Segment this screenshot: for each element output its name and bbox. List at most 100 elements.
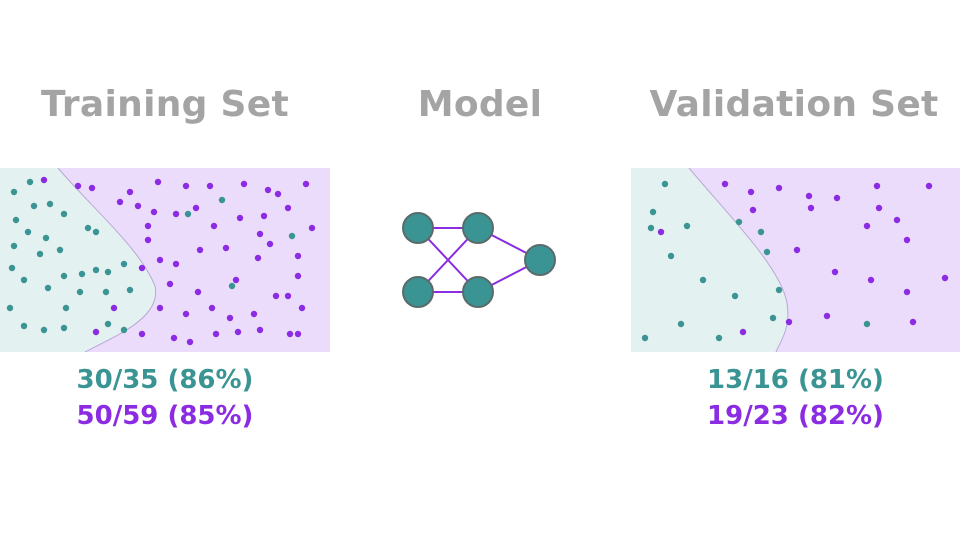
purple-point — [294, 252, 302, 260]
teal-point — [647, 224, 655, 232]
teal-point — [288, 232, 296, 240]
purple-point — [785, 318, 793, 326]
purple-point — [226, 314, 234, 322]
validation-purple-score: 19/23 (82%) — [707, 401, 884, 431]
teal-point — [12, 216, 20, 224]
teal-point — [42, 234, 50, 242]
decision-boundary — [688, 168, 789, 352]
purple-point — [208, 304, 216, 312]
training-scores: 30/35 (86%) 50/59 (85%) — [0, 362, 330, 434]
purple-point — [294, 330, 302, 338]
teal-point — [757, 228, 765, 236]
hidden-node-top — [462, 212, 494, 244]
purple-point — [823, 312, 831, 320]
teal-point — [20, 322, 28, 330]
purple-point — [222, 244, 230, 252]
purple-point — [925, 182, 933, 190]
teal-point — [104, 320, 112, 328]
purple-point — [793, 246, 801, 254]
purple-point — [256, 230, 264, 238]
purple-point — [134, 202, 142, 210]
teal-point — [92, 228, 100, 236]
neural-network-icon — [402, 212, 556, 308]
purple-point — [234, 328, 242, 336]
teal-point — [641, 334, 649, 342]
purple-point — [144, 222, 152, 230]
teal-point — [92, 266, 100, 274]
purple-point — [903, 288, 911, 296]
decision-boundary — [57, 168, 157, 352]
purple-point — [212, 330, 220, 338]
training-scatter-panel — [0, 168, 330, 352]
purple-point — [260, 212, 268, 220]
purple-point — [272, 292, 280, 300]
purple-point — [256, 326, 264, 334]
purple-point — [74, 182, 82, 190]
purple-point — [236, 214, 244, 222]
teal-region — [0, 168, 156, 352]
teal-point — [40, 326, 48, 334]
purple-point — [266, 240, 274, 248]
purple-point — [194, 288, 202, 296]
purple-point — [873, 182, 881, 190]
training-points — [6, 176, 316, 346]
validation-scores: 13/16 (81%) 19/23 (82%) — [631, 362, 960, 434]
purple-point — [172, 260, 180, 268]
teal-point — [735, 218, 743, 226]
purple-point — [298, 304, 306, 312]
training-purple-score: 50/59 (85%) — [76, 401, 254, 431]
teal-point — [863, 320, 871, 328]
purple-point — [138, 330, 146, 338]
purple-point — [274, 190, 282, 198]
purple-point — [182, 310, 190, 318]
teal-point — [683, 222, 691, 230]
purple-point — [88, 184, 96, 192]
validation-points — [641, 180, 949, 342]
input-node-top — [402, 212, 434, 244]
teal-point — [36, 250, 44, 258]
purple-point — [166, 280, 174, 288]
teal-point — [44, 284, 52, 292]
teal-point — [24, 228, 32, 236]
purple-point — [126, 188, 134, 196]
purple-point — [807, 204, 815, 212]
purple-point — [294, 272, 302, 280]
purple-point — [903, 236, 911, 244]
teal-point — [56, 246, 64, 254]
purple-point — [172, 210, 180, 218]
purple-point — [875, 204, 883, 212]
purple-point — [250, 310, 258, 318]
purple-point — [941, 274, 949, 282]
purple-point — [775, 184, 783, 192]
training-teal-score: 30/35 (86%) — [76, 365, 254, 395]
teal-point — [104, 268, 112, 276]
teal-point — [6, 304, 14, 312]
teal-point — [120, 260, 128, 268]
purple-point — [156, 304, 164, 312]
teal-point — [102, 288, 110, 296]
purple-point — [186, 338, 194, 346]
teal-point — [76, 288, 84, 296]
validation-set-title: Validation Set — [649, 84, 939, 125]
teal-point — [10, 242, 18, 250]
teal-point — [228, 282, 236, 290]
purple-point — [831, 268, 839, 276]
purple-point — [254, 254, 262, 262]
purple-point — [805, 192, 813, 200]
teal-point — [677, 320, 685, 328]
purple-point — [749, 206, 757, 214]
purple-point — [657, 228, 665, 236]
teal-point — [62, 304, 70, 312]
teal-point — [699, 276, 707, 284]
teal-point — [26, 178, 34, 186]
purple-point — [170, 334, 178, 342]
purple-point — [286, 330, 294, 338]
teal-point — [775, 286, 783, 294]
purple-point — [206, 182, 214, 190]
teal-point — [30, 202, 38, 210]
teal-point — [649, 208, 657, 216]
hidden-node-bottom — [462, 276, 494, 308]
purple-point — [739, 328, 747, 336]
teal-point — [661, 180, 669, 188]
validation-teal-score: 13/16 (81%) — [707, 365, 884, 395]
